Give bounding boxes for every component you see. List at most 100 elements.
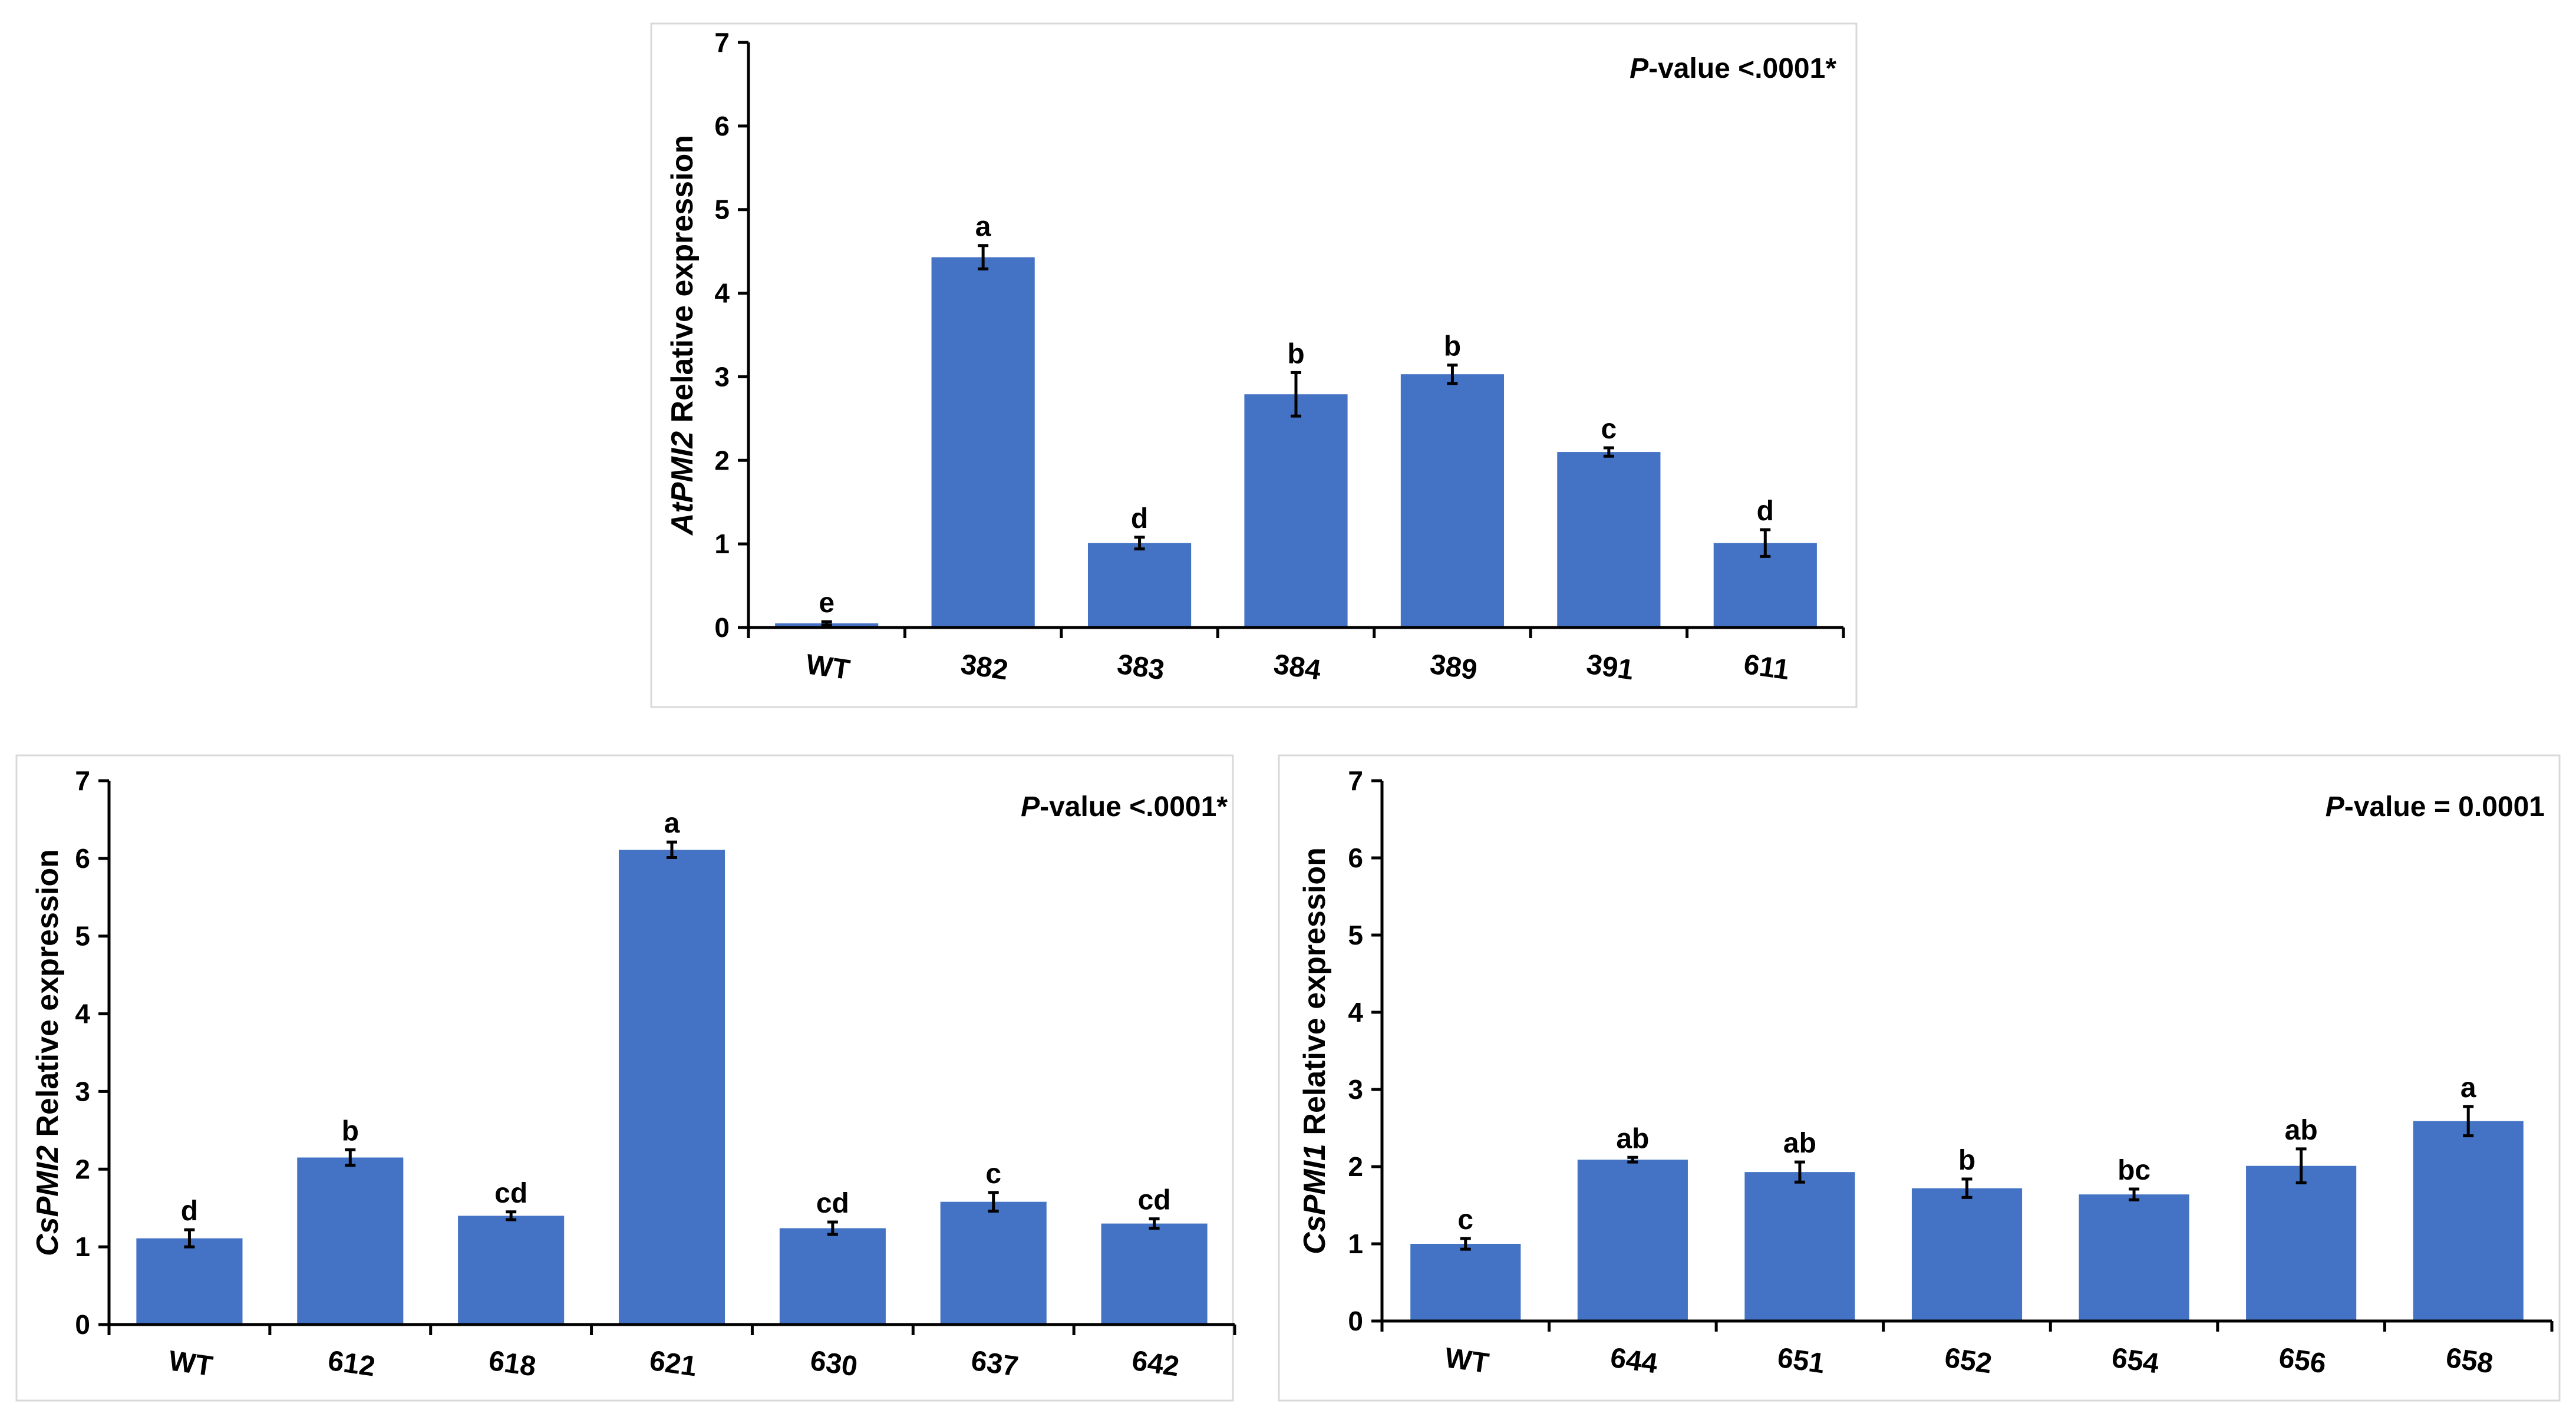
bar-637 (940, 1201, 1047, 1325)
p-value-text: -value <.0001* (1040, 791, 1228, 823)
y-tick-label: 6 (714, 111, 730, 141)
x-tick-label-WT: WT (167, 1345, 215, 1382)
x-tick-label-391: 391 (1585, 649, 1636, 686)
significance-letter-384: b (1287, 338, 1304, 369)
x-tick-label-WT: WT (804, 649, 852, 686)
significance-letter-637: c (985, 1158, 1001, 1190)
bar-621 (618, 850, 725, 1325)
y-tick-label: 3 (75, 1076, 90, 1107)
bar-612 (297, 1157, 404, 1325)
x-tick-label-383: 383 (1115, 649, 1166, 686)
significance-letter-618: cd (494, 1178, 527, 1209)
bar-382 (931, 257, 1035, 628)
x-tick-label-642: 642 (1130, 1345, 1181, 1383)
y-tick-label: 2 (1348, 1151, 1363, 1182)
p-value-text: -value = 0.0001 (2344, 791, 2545, 823)
y-axis-label-gene: CsPMI2 (31, 1145, 65, 1256)
bar-654 (2079, 1194, 2189, 1321)
significance-letter-630: cd (816, 1188, 849, 1219)
x-tick-label-652: 652 (1942, 1342, 1994, 1380)
y-tick-label: 6 (75, 843, 90, 874)
x-tick-label-654: 654 (2110, 1342, 2161, 1380)
y-tick-label: 3 (714, 361, 730, 392)
significance-letter-658: a (2460, 1072, 2476, 1104)
significance-letter-642: cd (1138, 1185, 1171, 1216)
y-tick-label: 2 (714, 445, 730, 475)
y-tick-label: 0 (75, 1309, 90, 1340)
y-tick-label: 5 (75, 921, 90, 952)
y-tick-label: 4 (714, 278, 730, 309)
bar-651 (1744, 1172, 1855, 1321)
bar-391 (1557, 452, 1661, 628)
y-tick-label: 0 (1348, 1306, 1363, 1336)
x-tick-label-384: 384 (1272, 649, 1323, 686)
y-tick-label: 1 (714, 529, 730, 559)
significance-letter-WT: c (1457, 1204, 1473, 1236)
y-tick-label: 3 (1348, 1074, 1363, 1105)
significance-letter-WT: d (181, 1196, 198, 1227)
p-value-letter: P (1630, 53, 1649, 84)
y-tick-label: 5 (714, 194, 730, 225)
bar-384 (1244, 394, 1348, 628)
y-tick-label: 7 (714, 27, 730, 58)
bar-642 (1101, 1223, 1208, 1325)
significance-letter-389: b (1444, 331, 1461, 362)
y-axis-label: CsPMI1 Relative expression (1298, 847, 1332, 1254)
bar-383 (1087, 543, 1192, 628)
bar-389 (1400, 374, 1505, 628)
p-value-letter: P (1021, 791, 1040, 823)
y-tick-label: 7 (75, 765, 90, 796)
significance-letter-644: ab (1616, 1123, 1649, 1154)
y-axis-label: AtPMI2 Relative expression (665, 135, 700, 536)
y-axis-label-suffix: Relative expression (665, 135, 700, 431)
p-value-annotation: P-value <.0001* (1630, 53, 1836, 84)
significance-letter-383: d (1131, 503, 1148, 534)
significance-letter-656: ab (2285, 1115, 2318, 1146)
bar-WT (1410, 1244, 1521, 1321)
y-tick-label: 5 (1348, 920, 1363, 950)
x-tick-label-651: 651 (1776, 1342, 1827, 1380)
y-tick-label: 7 (1348, 765, 1363, 796)
x-tick-label-644: 644 (1608, 1342, 1660, 1380)
bar-644 (1577, 1160, 1688, 1321)
significance-letter-382: a (975, 212, 991, 243)
significance-letter-654: bc (2117, 1155, 2150, 1186)
x-tick-label-WT: WT (1443, 1342, 1490, 1379)
y-axis-label-gene: CsPMI1 (1298, 1144, 1332, 1254)
p-value-letter: P (2326, 791, 2345, 823)
bar-652 (1911, 1188, 2023, 1321)
x-tick-label-612: 612 (326, 1345, 377, 1383)
bar-656 (2246, 1165, 2357, 1321)
y-tick-label: 6 (1348, 843, 1363, 873)
x-tick-label-389: 389 (1428, 649, 1479, 686)
x-tick-label-637: 637 (969, 1345, 1021, 1383)
significance-letter-611: d (1757, 496, 1774, 527)
y-axis-label-gene: AtPMI2 (665, 431, 700, 536)
significance-letter-652: b (1958, 1145, 1975, 1176)
y-tick-label: 4 (75, 999, 90, 1029)
bar-630 (779, 1228, 886, 1325)
x-tick-label-618: 618 (487, 1345, 538, 1383)
bar-618 (458, 1216, 565, 1325)
bar-658 (2413, 1121, 2524, 1321)
chart-panel-1: 0 1 2 3 4 5 6 7 e WT a 382 d 383 b 384 b 389 c 391 d 611 AtPMI… (650, 22, 1858, 708)
significance-letter-391: c (1601, 414, 1617, 445)
x-tick-label-658: 658 (2444, 1342, 2495, 1380)
p-value-annotation: P-value <.0001* (1021, 791, 1228, 823)
chart-panel-2: 0 1 2 3 4 5 6 7 d WT b 612 cd 618 a 621 cd 630 c 637 cd 642 Cs… (15, 754, 1236, 1402)
significance-letter-621: a (664, 808, 680, 839)
y-tick-label: 2 (75, 1154, 90, 1184)
chart-panel-3: 0 1 2 3 4 5 6 7 c WT ab 644 ab 651 b 652 bc 654 ab 656 a 658 C… (1278, 754, 2561, 1402)
significance-letter-651: ab (1783, 1128, 1816, 1159)
significance-letter-WT: e (819, 587, 835, 619)
y-axis-label-suffix: Relative expression (31, 849, 65, 1145)
x-tick-label-656: 656 (2277, 1342, 2328, 1380)
significance-letter-612: b (342, 1115, 359, 1147)
y-tick-label: 4 (1348, 997, 1363, 1028)
y-tick-label: 1 (75, 1231, 90, 1262)
p-value-text: -value <.0001* (1648, 53, 1836, 84)
p-value-annotation: P-value = 0.0001 (2326, 791, 2545, 823)
x-tick-label-630: 630 (809, 1345, 860, 1383)
y-tick-label: 0 (714, 612, 730, 643)
bar-WT (136, 1238, 243, 1325)
